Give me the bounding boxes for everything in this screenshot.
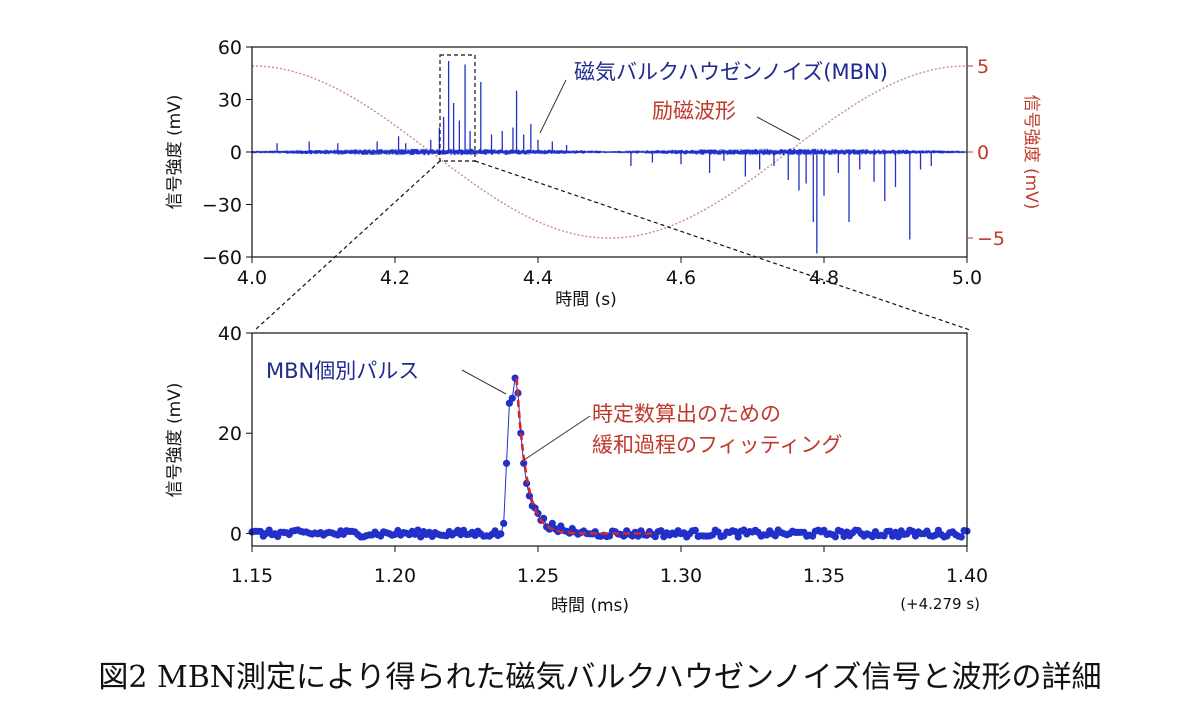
pulse-data-point: [734, 533, 742, 541]
top-panel: 4.0 4.2 4.4 4.6 4.8 5.0 60 30 0 −30 −60 5 0 −5 時間 (…: [165, 37, 1041, 331]
zoom-connector-right: [474, 160, 971, 331]
pulse-data-point: [831, 533, 840, 541]
bottom-y-ticks: 40 20 0: [218, 323, 252, 545]
top-y2-axis-label: 信号強度 (mV): [1021, 95, 1041, 210]
zoom-connector-left: [254, 160, 441, 331]
top-x-tick-label: 4.8: [809, 267, 839, 289]
pulse-data-point: [497, 530, 505, 538]
top-x-tick-label: 4.6: [666, 267, 696, 289]
pulse-data-point: [500, 519, 508, 528]
pulse-data-point: [414, 526, 422, 534]
bottom-x-tick-label: 1.30: [660, 565, 702, 587]
top-x-tick-label: 4.2: [380, 267, 410, 289]
bottom-x-tick-label: 1.15: [231, 565, 273, 587]
top-y-tick-label: −30: [202, 195, 242, 217]
bottom-y-tick-label: 0: [230, 523, 242, 545]
bottom-x-axis-label: 時間 (ms): [551, 596, 629, 616]
pulse-data-point: [525, 492, 534, 500]
bottom-pulse-points: [248, 374, 971, 541]
fit-curve: [515, 378, 653, 535]
pulse-data-point: [894, 533, 903, 541]
top-y2-tick-label: −5: [977, 228, 1005, 250]
top-x-axis-label: 時間 (s): [555, 290, 617, 310]
annotation-mbn-leader: [539, 79, 567, 134]
top-y2-tick-label: 0: [977, 142, 989, 164]
annotation-mbn: 磁気バルクハウゼンノイズ(MBN): [574, 60, 888, 84]
top-y-tick-label: 30: [218, 90, 242, 112]
bottom-axes-frame: [251, 332, 968, 547]
pulse-data-point: [508, 394, 516, 402]
annotation-pulse: MBN個別パルス: [266, 359, 419, 383]
pulse-data-point: [691, 526, 699, 535]
excitation-sine-line: [251, 65, 968, 239]
top-y-tick-label: 0: [230, 142, 242, 164]
top-y-tick-label: 60: [218, 37, 242, 59]
bottom-x-tick-label: 1.35: [803, 565, 845, 587]
top-x-ticks: 4.0 4.2 4.4 4.6 4.8 5.0: [237, 257, 982, 289]
bottom-y-tick-label: 20: [218, 423, 242, 445]
zoom-box: [439, 54, 476, 162]
top-excitation-waveform: [251, 65, 968, 239]
bottom-x-tick-label: 1.40: [946, 565, 988, 587]
bottom-x-tick-label: 1.25: [517, 565, 559, 587]
top-mbn-signal: [251, 61, 968, 254]
annotation-excitation: 励磁波形: [652, 99, 736, 123]
annotation-fit-line1: 時定数算出のための: [592, 402, 781, 426]
bottom-panel: 1.15 1.20 1.25 1.30 1.35 1.40 40 20 0 時間 (ms) 信…: [165, 323, 988, 616]
bottom-y-tick-label: 40: [218, 323, 242, 345]
pulse-data-point: [502, 459, 511, 467]
top-x-tick-label: 5.0: [952, 267, 982, 289]
pulse-data-point: [531, 504, 539, 512]
top-x-tick-label: 4.0: [237, 267, 267, 289]
bottom-x-tick-label: 1.20: [374, 565, 416, 587]
pulse-data-point: [771, 532, 780, 540]
annotation-pulse-leader: [461, 369, 507, 395]
bottom-y-axis-label: 信号強度 (mV): [165, 383, 185, 498]
top-y2-tick-label: 5: [977, 56, 989, 78]
pulse-data-point: [957, 533, 965, 541]
bottom-x-ticks: 1.15 1.20 1.25 1.30 1.35 1.40: [231, 546, 988, 587]
annotation-fit-leader: [523, 415, 591, 461]
figure-caption: 図2 MBN測定により得られた磁気バルクハウゼンノイズ信号と波形の詳細: [98, 660, 1102, 695]
annotation-fit-line2: 緩和過程のフィッティング: [592, 433, 842, 457]
top-y2-ticks: 5 0 −5: [967, 56, 1005, 250]
figure: 4.0 4.2 4.4 4.6 4.8 5.0 60 30 0 −30 −60 5 0 −5 時間 (…: [165, 37, 1041, 616]
time-offset-note: (+4.279 s): [900, 595, 980, 613]
top-y-axis-label: 信号強度 (mV): [165, 95, 185, 210]
pulse-data-point: [657, 527, 665, 535]
annotation-excitation-leader: [756, 116, 801, 141]
pulse-data-point: [731, 528, 739, 536]
top-x-tick-label: 4.4: [523, 267, 553, 289]
top-y-tick-label: −60: [202, 247, 242, 269]
pulse-data-point: [548, 519, 556, 528]
top-y-ticks: 60 30 0 −30 −60: [202, 37, 252, 269]
pulse-data-point: [417, 533, 425, 541]
